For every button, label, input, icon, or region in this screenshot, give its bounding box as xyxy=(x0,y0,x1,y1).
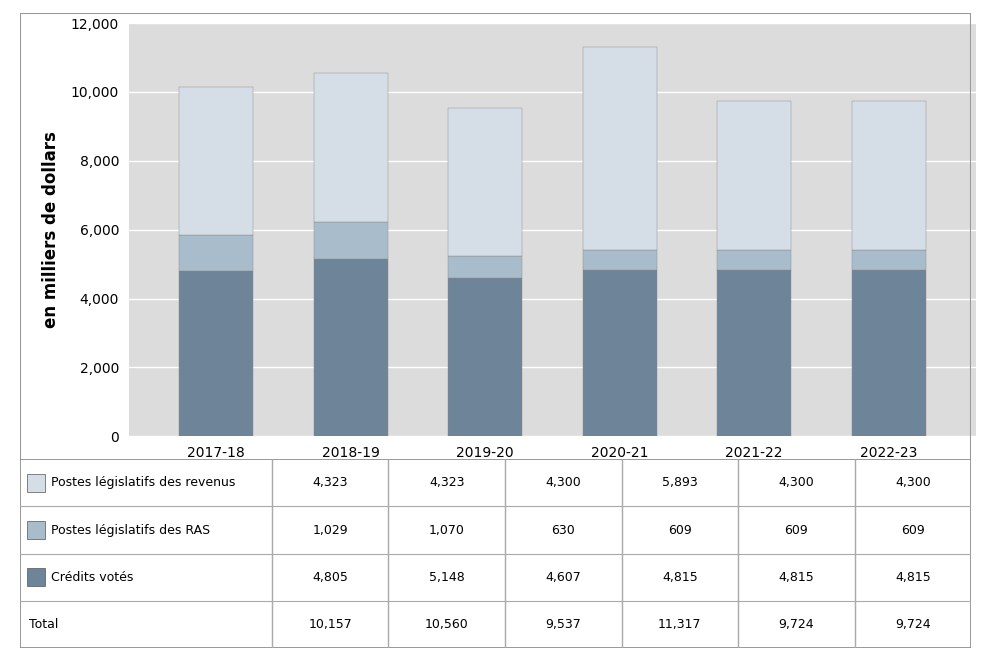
FancyBboxPatch shape xyxy=(28,568,45,586)
Bar xyxy=(448,108,522,256)
Bar xyxy=(851,102,926,250)
Text: 4,815: 4,815 xyxy=(662,570,698,584)
Text: 9,724: 9,724 xyxy=(779,618,815,631)
Text: 1,070: 1,070 xyxy=(429,524,465,537)
Text: 11,317: 11,317 xyxy=(658,618,702,631)
Text: 5,893: 5,893 xyxy=(662,477,698,489)
Text: 4,323: 4,323 xyxy=(429,477,465,489)
Text: 4,607: 4,607 xyxy=(545,570,581,584)
Text: 609: 609 xyxy=(785,524,809,537)
Text: 4,300: 4,300 xyxy=(545,477,581,489)
Bar xyxy=(448,278,522,436)
Text: Postes législatifs des revenus: Postes législatifs des revenus xyxy=(52,477,236,489)
FancyBboxPatch shape xyxy=(20,459,971,648)
Bar xyxy=(448,256,522,278)
Text: 4,300: 4,300 xyxy=(779,477,815,489)
Text: 10,560: 10,560 xyxy=(425,618,469,631)
Text: 4,805: 4,805 xyxy=(312,570,348,584)
Text: Total: Total xyxy=(30,618,58,631)
Text: 609: 609 xyxy=(668,524,692,537)
Text: 630: 630 xyxy=(551,524,575,537)
Text: 9,724: 9,724 xyxy=(895,618,931,631)
FancyBboxPatch shape xyxy=(28,521,45,539)
Bar xyxy=(179,87,254,235)
Text: Crédits votés: Crédits votés xyxy=(52,570,134,584)
Bar xyxy=(179,271,254,436)
Text: 609: 609 xyxy=(901,524,925,537)
Bar xyxy=(851,250,926,270)
FancyBboxPatch shape xyxy=(28,474,45,492)
Bar xyxy=(314,222,387,259)
Text: 5,148: 5,148 xyxy=(429,570,465,584)
Bar xyxy=(179,235,254,271)
Text: Postes législatifs des RAS: Postes législatifs des RAS xyxy=(52,524,210,537)
Y-axis label: en milliers de dollars: en milliers de dollars xyxy=(42,132,59,328)
Text: 1,029: 1,029 xyxy=(312,524,348,537)
Bar xyxy=(717,250,791,270)
Bar xyxy=(583,270,657,436)
Text: 4,323: 4,323 xyxy=(312,477,348,489)
Bar xyxy=(717,270,791,436)
Bar xyxy=(851,270,926,436)
Bar xyxy=(583,47,657,250)
Text: 4,815: 4,815 xyxy=(779,570,815,584)
Text: 4,300: 4,300 xyxy=(895,477,931,489)
Bar xyxy=(717,102,791,250)
Bar xyxy=(583,250,657,270)
Bar xyxy=(314,259,387,436)
Text: 4,815: 4,815 xyxy=(895,570,931,584)
Text: 9,537: 9,537 xyxy=(545,618,581,631)
Bar xyxy=(314,73,387,222)
Text: 10,157: 10,157 xyxy=(308,618,352,631)
